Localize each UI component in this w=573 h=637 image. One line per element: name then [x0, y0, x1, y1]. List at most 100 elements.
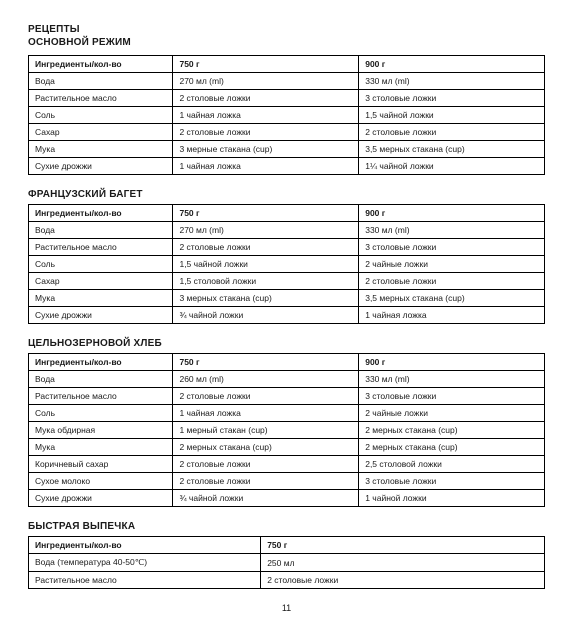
sections-container: Ингредиенты/кол-во750 г900 гВода270 мл (… [28, 55, 545, 589]
amount-750: 2 столовые ложки [173, 90, 359, 107]
col-header-900: 900 г [359, 56, 545, 73]
table-row: Вода (температура 40-50℃)250 мл [29, 554, 545, 572]
table-row: Сухие дрожжи¾ чайной ложки1 чайная ложка [29, 307, 545, 324]
ingredient-name: Сухие дрожжи [29, 307, 173, 324]
col-header-900: 900 г [359, 354, 545, 371]
section-title: БЫСТРАЯ ВЫПЕЧКА [28, 521, 545, 532]
amount-900: 330 мл (ml) [359, 222, 545, 239]
amount-750: 1 чайная ложка [173, 158, 359, 175]
amount-900: 1 чайная ложка [359, 307, 545, 324]
amount-900: 2 чайные ложки [359, 405, 545, 422]
page-title-line1: РЕЦЕПТЫ [28, 24, 545, 37]
table-row: Коричневый сахар2 столовые ложки2,5 стол… [29, 456, 545, 473]
amount-900: 3 столовые ложки [359, 239, 545, 256]
amount-750: 1 чайная ложка [173, 405, 359, 422]
ingredient-name: Вода (температура 40-50℃) [29, 554, 261, 572]
table-row: Сахар2 столовые ложки2 столовые ложки [29, 124, 545, 141]
amount-900: 2 мерных стакана (cup) [359, 439, 545, 456]
amount-750: 1 чайная ложка [173, 107, 359, 124]
ingredient-name: Вода [29, 222, 173, 239]
table-row: Соль1 чайная ложка1,5 чайной ложки [29, 107, 545, 124]
col-header-750: 750 г [173, 354, 359, 371]
table-row: Мука2 мерных стакана (cup)2 мерных стака… [29, 439, 545, 456]
ingredient-name: Мука [29, 141, 173, 158]
page-title-line2: ОСНОВНОЙ РЕЖИМ [28, 37, 545, 50]
amount-750: 2 мерных стакана (cup) [173, 439, 359, 456]
table-row: Растительное масло2 столовые ложки3 стол… [29, 388, 545, 405]
recipe-table: Ингредиенты/кол-во750 г900 гВода260 мл (… [28, 353, 545, 507]
table-row: Мука3 мерных стакана (cup)3,5 мерных ста… [29, 290, 545, 307]
ingredient-name: Соль [29, 256, 173, 273]
ingredient-name: Мука [29, 290, 173, 307]
table-row: Сахар1,5 столовой ложки2 столовые ложки [29, 273, 545, 290]
col-header-750: 750 г [173, 205, 359, 222]
ingredient-name: Вода [29, 73, 173, 90]
section-title: ЦЕЛЬНОЗЕРНОВОЙ ХЛЕБ [28, 338, 545, 349]
amount-900: 3 столовые ложки [359, 388, 545, 405]
ingredient-name: Сахар [29, 273, 173, 290]
page-title: РЕЦЕПТЫ ОСНОВНОЙ РЕЖИМ [28, 24, 545, 49]
ingredient-name: Растительное масло [29, 90, 173, 107]
table-row: Вода270 мл (ml)330 мл (ml) [29, 73, 545, 90]
amount-750: 270 мл (ml) [173, 222, 359, 239]
table-row: Мука3 мерные стакана (cup)3,5 мерных ста… [29, 141, 545, 158]
table-row: Соль1,5 чайной ложки2 чайные ложки [29, 256, 545, 273]
page-number: 11 [28, 603, 545, 613]
amount-900: 1,5 чайной ложки [359, 107, 545, 124]
amount-900: 2,5 столовой ложки [359, 456, 545, 473]
amount-750: 1 мерный стакан (cup) [173, 422, 359, 439]
amount-900: 3,5 мерных стакана (cup) [359, 141, 545, 158]
table-row: Растительное масло2 столовые ложки3 стол… [29, 90, 545, 107]
ingredient-name: Сахар [29, 124, 173, 141]
amount-750: 2 столовые ложки [173, 239, 359, 256]
amount-750: 2 столовые ложки [173, 124, 359, 141]
ingredient-name: Сухое молоко [29, 473, 173, 490]
table-row: Сухие дрожжи1 чайная ложка1¼ чайной ложк… [29, 158, 545, 175]
col-header-750: 750 г [261, 537, 545, 554]
table-row: Сухие дрожжи¾ чайной ложки1 чайной ложки [29, 490, 545, 507]
ingredient-name: Вода [29, 371, 173, 388]
amount-750: 2 столовые ложки [173, 388, 359, 405]
ingredient-name: Растительное масло [29, 388, 173, 405]
ingredient-name: Растительное масло [29, 239, 173, 256]
amount-750: 2 столовые ложки [173, 456, 359, 473]
amount-750: ¾ чайной ложки [173, 490, 359, 507]
col-header-ingredients: Ингредиенты/кол-во [29, 354, 173, 371]
table-row: Вода260 мл (ml)330 мл (ml) [29, 371, 545, 388]
section-title: ФРАНЦУЗСКИЙ БАГЕТ [28, 189, 545, 200]
amount-900: 1¼ чайной ложки [359, 158, 545, 175]
table-row: Мука обдирная1 мерный стакан (cup)2 мерн… [29, 422, 545, 439]
ingredient-name: Сухие дрожжи [29, 158, 173, 175]
amount-750: 2 столовые ложки [173, 473, 359, 490]
amount-900: 3 столовые ложки [359, 473, 545, 490]
amount-900: 330 мл (ml) [359, 73, 545, 90]
col-header-900: 900 г [359, 205, 545, 222]
table-row: Соль1 чайная ложка2 чайные ложки [29, 405, 545, 422]
amount-900: 2 чайные ложки [359, 256, 545, 273]
amount-750: 260 мл (ml) [173, 371, 359, 388]
amount-900: 3,5 мерных стакана (cup) [359, 290, 545, 307]
table-row: Вода270 мл (ml)330 мл (ml) [29, 222, 545, 239]
amount-900: 2 столовые ложки [359, 124, 545, 141]
recipe-section: ЦЕЛЬНОЗЕРНОВОЙ ХЛЕБ Ингредиенты/кол-во750… [28, 338, 545, 507]
ingredient-name: Сухие дрожжи [29, 490, 173, 507]
col-header-ingredients: Ингредиенты/кол-во [29, 56, 173, 73]
amount-750: 3 мерные стакана (cup) [173, 141, 359, 158]
amount-900: 2 мерных стакана (cup) [359, 422, 545, 439]
ingredient-name: Соль [29, 107, 173, 124]
ingredient-name: Растительное масло [29, 572, 261, 589]
col-header-ingredients: Ингредиенты/кол-во [29, 205, 173, 222]
amount-750: 1,5 столовой ложки [173, 273, 359, 290]
ingredient-name: Коричневый сахар [29, 456, 173, 473]
recipe-section: Ингредиенты/кол-во750 г900 гВода270 мл (… [28, 55, 545, 175]
amount-900: 3 столовые ложки [359, 90, 545, 107]
col-header-750: 750 г [173, 56, 359, 73]
amount-750: 3 мерных стакана (cup) [173, 290, 359, 307]
amount-750: ¾ чайной ложки [173, 307, 359, 324]
recipe-section: ФРАНЦУЗСКИЙ БАГЕТ Ингредиенты/кол-во750 г… [28, 189, 545, 324]
table-row: Растительное масло2 столовые ложки [29, 572, 545, 589]
amount-750: 1,5 чайной ложки [173, 256, 359, 273]
table-row: Сухое молоко2 столовые ложки3 столовые л… [29, 473, 545, 490]
ingredient-name: Мука обдирная [29, 422, 173, 439]
col-header-ingredients: Ингредиенты/кол-во [29, 537, 261, 554]
